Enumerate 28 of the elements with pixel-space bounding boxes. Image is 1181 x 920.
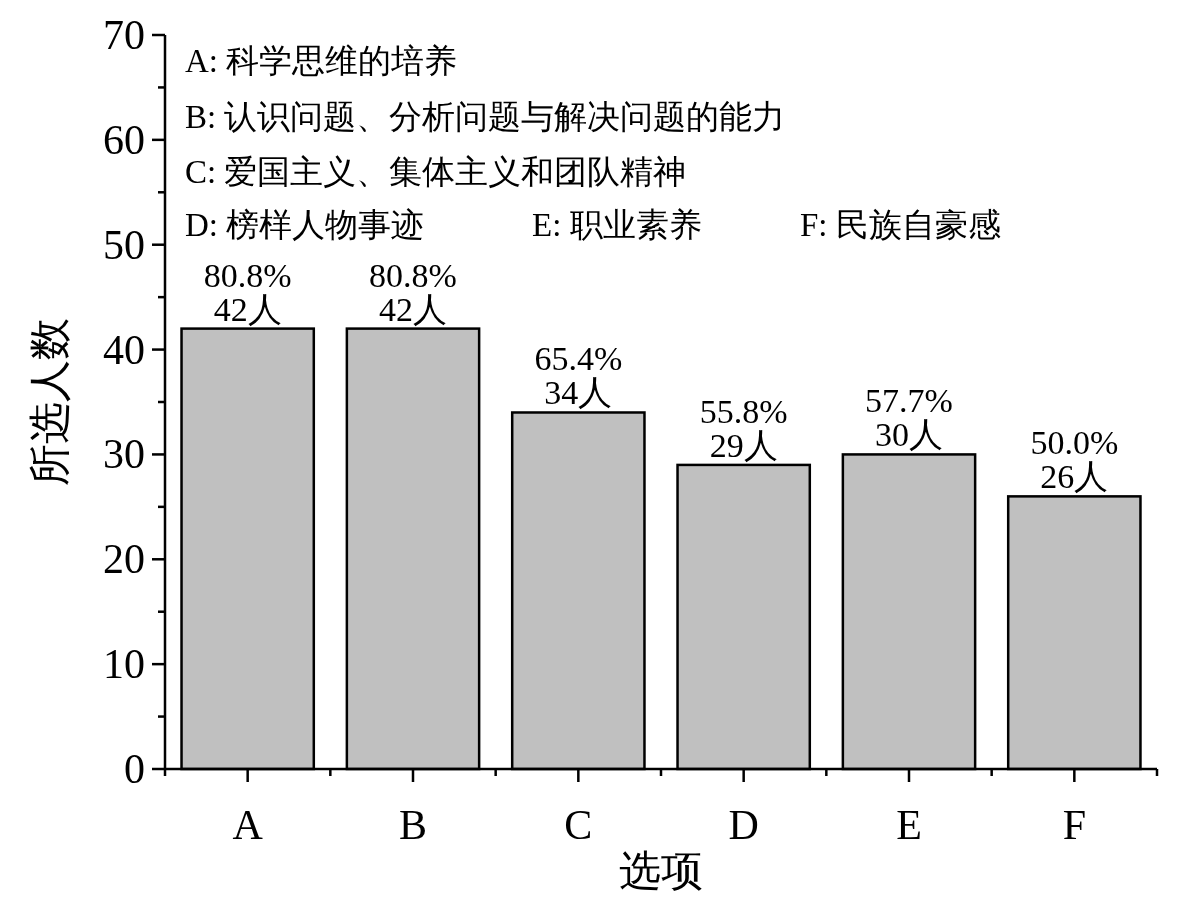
annotation: F: 民族自豪感 (800, 207, 1001, 243)
y-tick-label: 10 (103, 641, 145, 688)
data-label: 55.8% 29人 (699, 392, 788, 464)
y-tick-label: 60 (103, 116, 145, 163)
x-tick-label: F (1062, 802, 1087, 848)
data-label: 50.0% 26人 (1030, 424, 1119, 496)
y-tick-label: 30 (103, 431, 145, 478)
annotation: B: 认识问题、分析问题与解决问题的能力 (185, 99, 786, 135)
x-tick-label: E (896, 802, 922, 848)
y-axis-title: 所选人数 (27, 318, 73, 486)
annotation: D: 榜样人物事迹 (185, 207, 425, 243)
annotation: C: 爱国主义、集体主义和团队精神 (185, 154, 687, 190)
x-tick-label: D (728, 802, 759, 848)
annotation: A: 科学思维的培养 (185, 43, 458, 79)
x-tick-label: B (398, 802, 428, 848)
annotation: E: 职业素养 (532, 207, 702, 243)
y-tick-label: 50 (103, 221, 145, 268)
x-tick-label: A (232, 802, 264, 848)
data-label: 80.8% 42人 (369, 256, 457, 328)
data-label: 80.8% 42人 (203, 256, 292, 328)
data-label: 65.4% 34人 (534, 340, 623, 412)
data-label: 57.7% 30人 (865, 382, 953, 454)
y-tick-label: 70 (103, 12, 145, 58)
y-tick-label: 40 (103, 326, 145, 373)
x-tick-label: C (564, 802, 593, 848)
y-tick-label: 0 (124, 746, 145, 792)
x-axis-title: 选项 (619, 848, 703, 894)
y-tick-label: 20 (103, 536, 145, 583)
